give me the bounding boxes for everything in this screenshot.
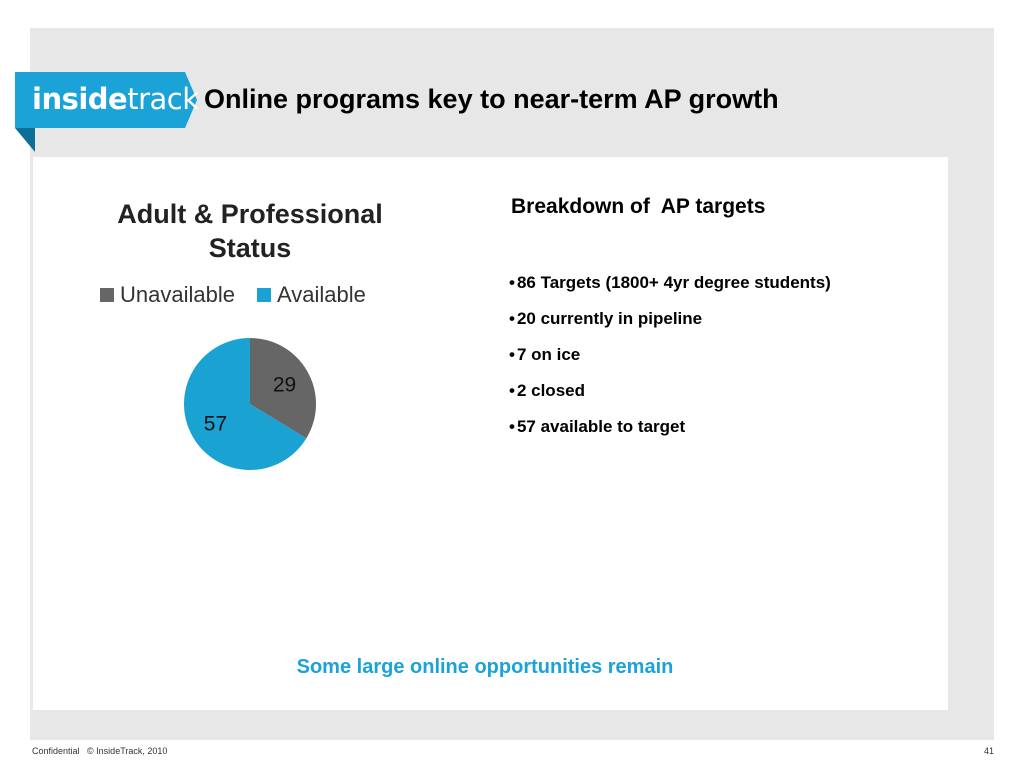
- list-item: • 86 Targets (1800+ 4yr degree students): [509, 272, 831, 308]
- bullet-dot: •: [509, 309, 515, 328]
- legend-swatch-unavailable: [100, 288, 114, 302]
- chart-title-line-1: Adult & Professional: [117, 199, 383, 229]
- bullet-dot: •: [509, 381, 515, 400]
- pie-label-available: 57: [204, 412, 227, 435]
- legend-item-unavailable: Unavailable: [100, 282, 235, 308]
- logo-wordmark: insidetrack: [32, 82, 199, 116]
- pie-slice-available: [184, 338, 307, 470]
- legend-label-available: Available: [276, 282, 366, 307]
- takeaway-message: Some large online opportunities remain: [296, 656, 674, 678]
- chart-title: Adult & Professional Status: [70, 197, 430, 265]
- copyright-label: © InsideTrack, 2010: [87, 746, 168, 756]
- pie-chart: 29 57: [184, 338, 316, 470]
- list-item-text: 7 on ice: [516, 345, 581, 364]
- content-panel: [33, 157, 948, 710]
- list-item: • 7 on ice: [509, 344, 831, 380]
- insidetrack-logo: [15, 72, 197, 128]
- chart-title-line-2: Status: [208, 233, 292, 263]
- breakdown-list: • 86 Targets (1800+ 4yr degree students) …: [509, 272, 831, 452]
- slide-title: Online programs key to near-term AP grow…: [204, 84, 779, 114]
- chart-legend: Unavailable Available: [100, 282, 388, 308]
- footer-text: Confidential © InsideTrack, 2010: [32, 746, 167, 756]
- legend-label-unavailable: Unavailable: [120, 282, 235, 307]
- bullet-dot: •: [509, 273, 515, 292]
- bullet-dot: •: [509, 417, 515, 436]
- logo-text-bold: inside: [32, 82, 128, 116]
- list-item-text: 86 Targets (1800+ 4yr degree students): [516, 273, 831, 292]
- bullet-dot: •: [509, 345, 515, 364]
- logo-fold-shape: [15, 128, 35, 152]
- list-item-text: 2 closed: [516, 381, 585, 400]
- list-item-text: 57 available to target: [516, 417, 686, 436]
- breakdown-title: Breakdown of AP targets: [511, 195, 766, 218]
- legend-item-available: Available: [256, 282, 366, 308]
- list-item: • 20 currently in pipeline: [509, 308, 831, 344]
- legend-swatch-available: [256, 288, 271, 302]
- confidential-label: Confidential: [32, 746, 80, 756]
- list-item: • 57 available to target: [509, 416, 831, 452]
- page-number: 41: [983, 746, 994, 756]
- list-item-text: 20 currently in pipeline: [516, 309, 703, 328]
- pie-slice-unavailable: [250, 338, 316, 439]
- pie-label-unavailable: 29: [273, 374, 296, 397]
- list-item: • 2 closed: [509, 380, 831, 416]
- logo-text-light: track: [127, 82, 199, 116]
